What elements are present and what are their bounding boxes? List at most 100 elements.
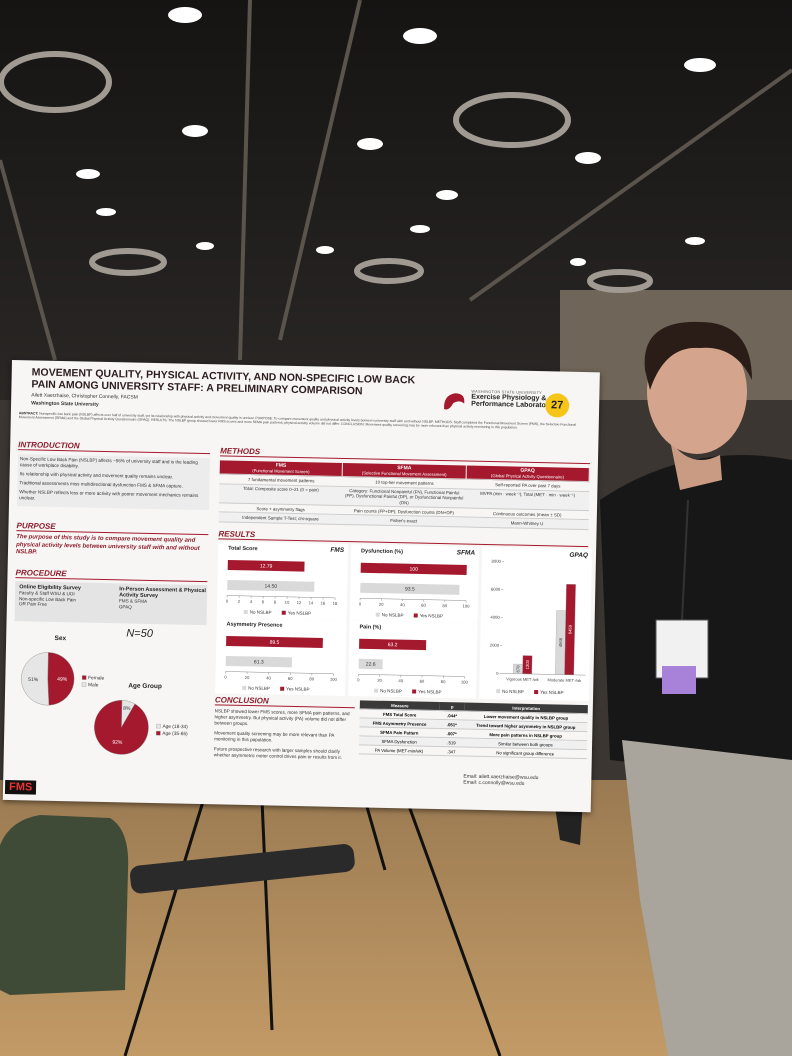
bar — [360, 562, 467, 575]
sfma-pain-chart: Pain (%) 0 20 40 60 80 100 22.6 63.2 No NSLBP Yes … — [348, 620, 478, 699]
x-tick-label: 0 — [226, 599, 229, 604]
easel-leg — [123, 794, 207, 1056]
bar — [359, 638, 427, 651]
results-table: Measure p Interpretation FMS Total Score .04… — [358, 700, 588, 760]
x-tick-label: 40 — [398, 678, 403, 683]
x-tick-label: 2 — [238, 599, 241, 604]
methods-cell: Fisher's exact — [341, 515, 466, 528]
x-tick-label: 60 — [288, 676, 293, 681]
beam — [238, 0, 252, 361]
light — [96, 208, 116, 216]
chart-tool: SFMA — [457, 549, 476, 556]
legend-swatch — [242, 685, 247, 690]
value-label: 6459 — [568, 624, 573, 634]
header-line: (Global Physical Activity Questionnaire) — [490, 472, 565, 480]
x-tick-label: 80 — [441, 679, 446, 684]
light — [182, 125, 208, 137]
axis-line — [225, 671, 334, 675]
easel-leg — [403, 794, 502, 1056]
intro-bullet: Non-Specific Low Back Pain (NSLBP) affec… — [19, 456, 198, 469]
vent — [453, 92, 571, 148]
light — [196, 242, 214, 250]
light — [436, 190, 458, 200]
vent — [0, 51, 112, 113]
y-tick-label: 8000 — [492, 559, 502, 564]
bar — [227, 559, 305, 572]
axis-line — [360, 598, 467, 601]
legend-swatch — [534, 690, 539, 695]
x-tick-label: 4 — [250, 599, 253, 604]
legend-label: No NSLBP — [382, 612, 404, 617]
x-tick-label: 100 — [461, 679, 469, 684]
legend-label: Yes NSLBP — [418, 689, 441, 694]
axis-line — [358, 674, 465, 677]
value-label: 89.5 — [270, 640, 280, 646]
legend-swatch — [375, 612, 380, 617]
easel — [123, 794, 502, 1056]
table-cell: .051* — [439, 720, 465, 730]
axis-line — [227, 595, 336, 599]
pie-slice — [21, 652, 50, 706]
conclusion-paragraph: Movement quality screening may be more r… — [214, 730, 335, 743]
legend-label: Female — [88, 675, 104, 681]
chart-title: Pain (%) — [359, 624, 381, 630]
bar — [522, 655, 533, 675]
value-label: 61.3 — [254, 659, 264, 665]
x-tick-label: 12 — [297, 600, 302, 605]
easel-leg — [260, 799, 274, 1031]
legend-swatch — [81, 675, 87, 680]
sex-pie-chart: Sex 49% Female 51% Male — [21, 635, 105, 706]
table-cell: No significant group difference — [463, 747, 587, 760]
sfma-dysfunction-chart: Dysfunction (%) SFMA 0 20 40 60 80 100 93.5 100 No… — [349, 544, 480, 623]
x-tick-label: Moderate MET·/wk — [547, 677, 581, 683]
methods-cell: Mann-Whitney U — [465, 517, 589, 530]
chart-title: GPAQ — [569, 552, 588, 559]
header-line: (Functional Movement Screen) — [252, 467, 310, 474]
beam — [0, 159, 57, 361]
legend-label: No NSLBP — [250, 610, 272, 615]
lanyard — [681, 499, 689, 621]
face — [647, 330, 747, 454]
value-label: 8% — [123, 706, 131, 712]
section-heading: PURPOSE — [16, 521, 209, 536]
pie-slice — [94, 700, 149, 755]
x-tick-label: 80 — [442, 603, 447, 608]
x-tick-label: 14 — [309, 600, 314, 605]
bar — [360, 582, 460, 595]
methods-cell: Total: Composite score 0–21 (0 = pain) — [219, 483, 343, 507]
x-tick-label: Vigorous MET·/wk — [506, 676, 539, 682]
legend-label: Male — [88, 682, 99, 688]
legend-label: No NSLBP — [502, 689, 524, 694]
pie-slice — [47, 652, 75, 706]
light — [570, 258, 586, 266]
gpaq-chart: GPAQ 0 2000 4000 6000 8000 678 1303 Vigorous MET… — [479, 546, 593, 702]
beams — [0, 0, 792, 361]
table-cell: PA Volume (MET-min/wk) — [358, 745, 440, 757]
section-heading: CONCLUSION — [214, 695, 355, 709]
x-tick-label: 0 — [359, 601, 362, 606]
bar — [564, 584, 576, 675]
intro-bullet: Its relationship with physical activity … — [19, 471, 174, 480]
light — [357, 138, 383, 150]
light — [316, 246, 334, 254]
methods-cell: MVPA (min · week⁻¹); Total (MET · min · … — [465, 489, 590, 512]
intro-bullet: Traditional assessments miss multidirect… — [19, 480, 183, 489]
chart-title: Total Score — [228, 546, 258, 553]
table-cell: .044* — [439, 711, 465, 721]
x-tick-label: 60 — [421, 603, 426, 608]
methods-table: FMS (Functional Movement Screen) SFMA (Sele… — [218, 460, 590, 530]
value-label: 678 — [515, 665, 520, 673]
light — [76, 169, 100, 179]
badge-ribbon — [662, 666, 696, 694]
cougar-shape — [444, 393, 465, 410]
x-tick-label: 6 — [262, 599, 265, 604]
legend-swatch — [413, 613, 418, 618]
value-label: 92% — [112, 740, 123, 746]
step-line: GPAQ — [118, 603, 132, 610]
beam — [278, 0, 362, 341]
methods-cell: Independent Sample T-Test; chi-square — [218, 512, 343, 525]
bar — [226, 635, 323, 648]
legend-label: Yes NSLBP — [540, 690, 563, 695]
value-label: 63.2 — [388, 642, 398, 648]
